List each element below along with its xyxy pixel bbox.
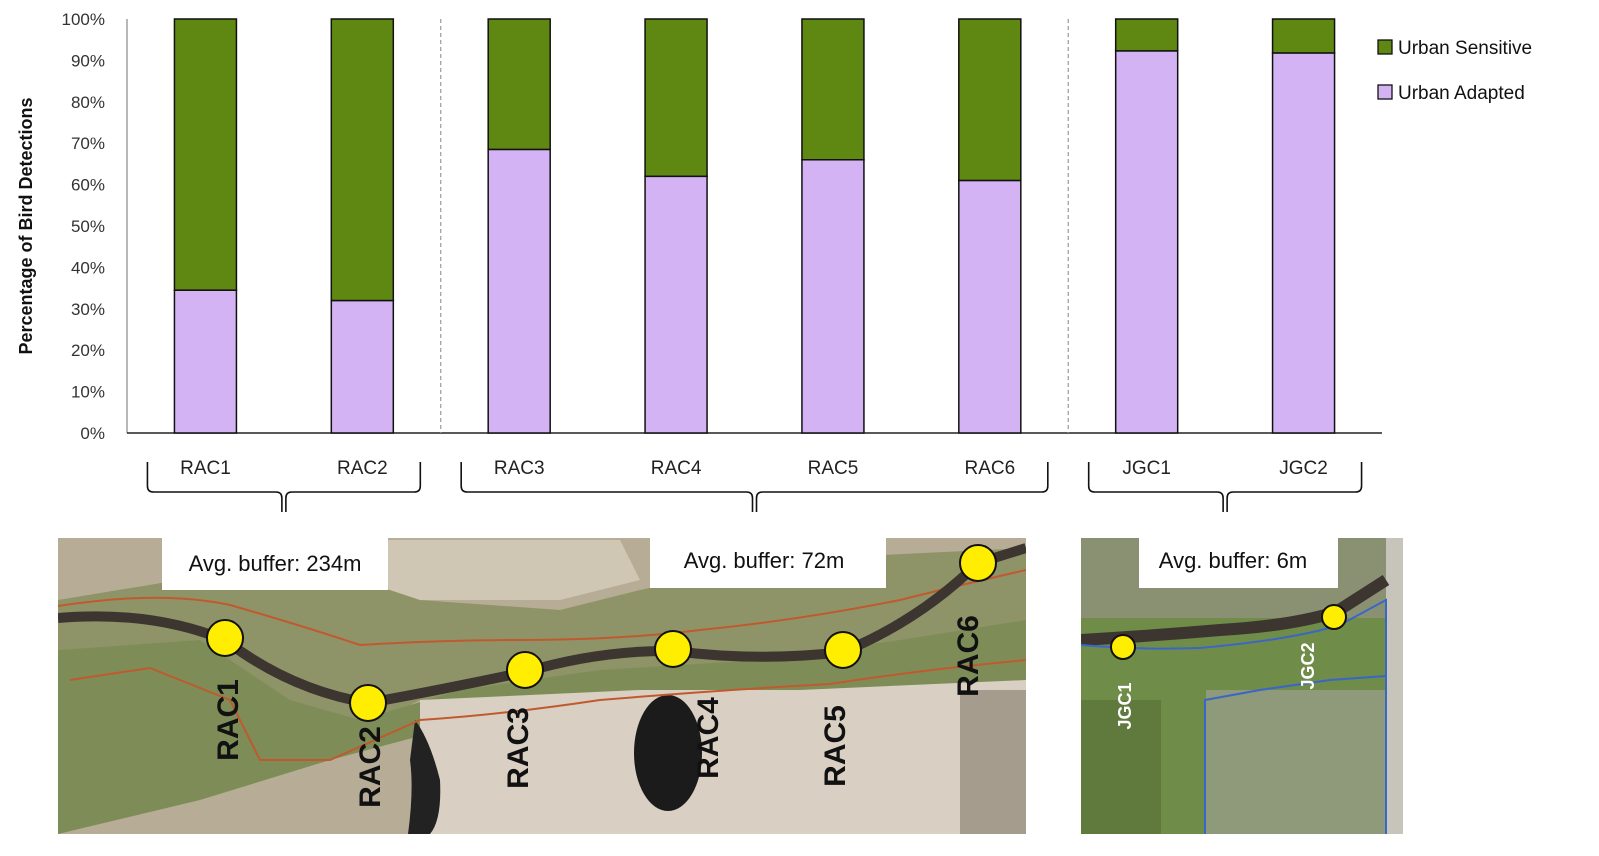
stacked-bar-chart: 0%10%20%30%40%50%60%70%80%90%100% RAC1 RA…: [16, 10, 1532, 576]
bar-urban-adapted-rac4: [644, 175, 708, 434]
legend-label: Urban Sensitive: [1398, 38, 1532, 59]
category-label: RAC5: [808, 458, 859, 479]
y-tick-label: 20%: [71, 341, 105, 360]
bar-urban-adapted-jgc1: [1114, 50, 1179, 434]
y-tick-label: 40%: [71, 258, 105, 277]
riparian-strip: [58, 620, 1026, 834]
y-tick-label: 50%: [71, 217, 105, 236]
bar-urban-sensitive-rac5: [801, 18, 865, 161]
buffer-label: Avg. buffer: 6m: [1159, 548, 1307, 573]
bar-urban-adapted-rac2: [330, 299, 395, 434]
y-tick-label: 100%: [62, 10, 105, 29]
category-label: JGC2: [1279, 458, 1328, 479]
site-marker-rac1: [206, 619, 244, 657]
group-braces: Avg. buffer: 234m Avg. buffer: 72m Avg. bu…: [146, 462, 1363, 576]
category-label: RAC4: [651, 458, 702, 479]
y-axis-title: Percentage of Bird Detections: [16, 97, 36, 354]
site-label: RAC5: [819, 705, 852, 787]
category-labels: RAC1 RAC2 RAC3 RAC4 RAC5 RAC6 JGC1 JGC2: [180, 458, 1328, 479]
site-label: RAC2: [354, 726, 387, 808]
site-label: RAC1: [212, 679, 245, 761]
left-aerial-map: RAC1 RAC2 RAC3 RAC4 RAC5 RAC6: [58, 538, 1026, 834]
buffer-label-box-1: [162, 538, 388, 590]
apartments: [1206, 690, 1396, 834]
bar-urban-adapted-rac3: [487, 148, 551, 434]
group-brace: [146, 462, 422, 512]
bar-urban-adapted-rac1: [173, 289, 238, 434]
gravel-lot: [420, 680, 1026, 834]
bar-urban-adapted-rac5: [801, 159, 865, 434]
bar-urban-sensitive-jgc2: [1271, 18, 1336, 54]
group-brace: [460, 462, 1049, 512]
site-marker-rac6: [959, 544, 997, 582]
site-marker-jgc1: [1110, 634, 1136, 660]
bar-urban-sensitive-rac1: [173, 18, 238, 291]
pond-2: [408, 720, 441, 834]
road: [1386, 538, 1403, 834]
park-south: [1081, 700, 1161, 834]
site-marker-jgc2: [1321, 604, 1347, 630]
group-dividers: [440, 19, 1069, 433]
y-tick-label: 10%: [71, 383, 105, 402]
group-brace: [1087, 462, 1363, 512]
bar-urban-sensitive-rac3: [487, 18, 551, 151]
category-label: RAC6: [964, 458, 1015, 479]
buffer-label-box-2: [650, 538, 886, 588]
buffer-label: Avg. buffer: 72m: [684, 548, 845, 573]
legend: Urban Sensitive Urban Adapted: [1377, 38, 1532, 104]
site-marker-rac3: [506, 651, 544, 689]
bars: [173, 18, 1336, 434]
y-tick-label: 70%: [71, 134, 105, 153]
site-marker-rac2: [349, 684, 387, 722]
right-aerial-map: JGC1 JGC2: [1081, 538, 1403, 834]
category-label: RAC1: [180, 458, 231, 479]
legend-swatch: [1377, 84, 1393, 100]
legend-label: Urban Adapted: [1398, 83, 1525, 104]
site-label: RAC4: [692, 697, 725, 779]
category-label: RAC3: [494, 458, 545, 479]
y-tick-label: 80%: [71, 93, 105, 112]
y-tick-label: 0%: [80, 424, 105, 443]
urban-edge: [960, 690, 1026, 834]
bar-urban-adapted-jgc2: [1271, 52, 1336, 434]
y-axis-ticks: 0% 10% 20% 30% 40% 50% 60% 70% 80% 90% 100%: [62, 10, 105, 443]
site-label: RAC6: [952, 615, 985, 697]
category-label: JGC1: [1122, 458, 1171, 479]
pond-1: [634, 695, 702, 811]
bar-urban-sensitive-rac4: [644, 18, 708, 178]
category-label: RAC2: [337, 458, 388, 479]
buffer-label: Avg. buffer: 234m: [189, 551, 362, 576]
y-tick-label: 60%: [71, 176, 105, 195]
site-label: JGC1: [1115, 682, 1135, 729]
bar-urban-sensitive-rac6: [958, 18, 1022, 182]
site-label: RAC3: [502, 707, 535, 789]
bar-urban-sensitive-rac2: [330, 18, 395, 302]
y-tick-label: 90%: [71, 51, 105, 70]
site-marker-rac5: [824, 631, 862, 669]
bar-urban-sensitive-jgc1: [1114, 18, 1179, 52]
y-tick-label: 30%: [71, 300, 105, 319]
site-marker-rac4: [654, 630, 692, 668]
buffer-label-box-3: [1139, 538, 1338, 588]
legend-swatch: [1377, 39, 1393, 55]
site-label: JGC2: [1298, 642, 1318, 689]
bar-urban-adapted-rac6: [958, 179, 1022, 434]
